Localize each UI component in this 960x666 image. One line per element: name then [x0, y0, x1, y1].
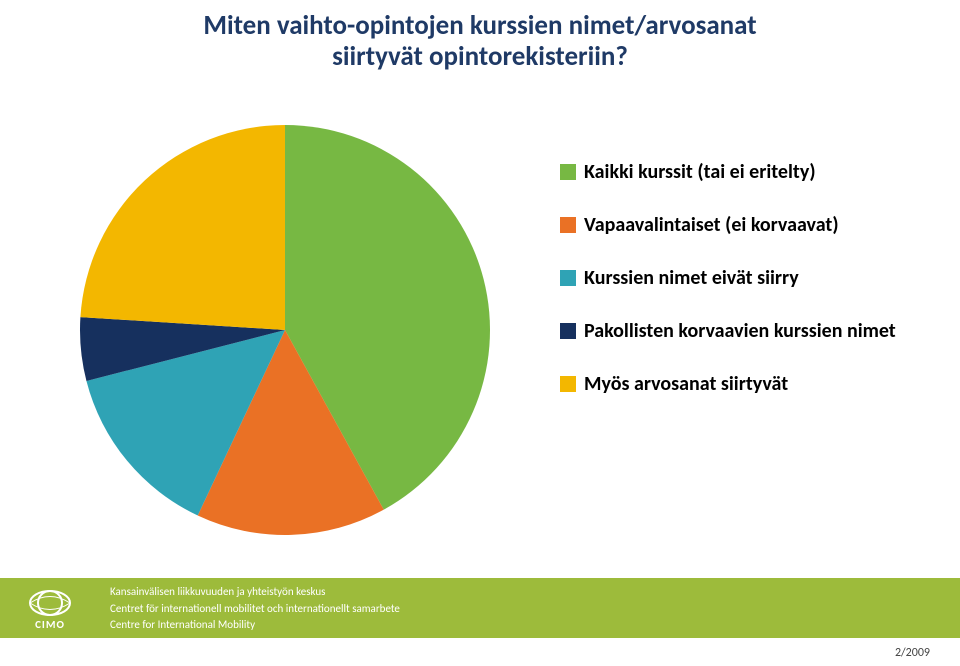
legend-marker: [560, 270, 576, 286]
legend-marker: [560, 323, 576, 339]
legend-label: Vapaavalintaiset (ei korvaavat): [584, 213, 839, 238]
date-label: 2/2009: [895, 646, 930, 660]
legend-marker: [560, 217, 576, 233]
title-line-2: siirtyvät opintorekisteriin?: [0, 41, 960, 72]
cimo-logo-icon: [28, 588, 72, 618]
pie-slice: [80, 125, 285, 330]
legend-marker: [560, 164, 576, 180]
legend-marker: [560, 376, 576, 392]
legend-label: Myös arvosanat siirtyvät: [584, 372, 788, 397]
footer-line-2: Centret för internationell mobilitet och…: [110, 601, 400, 618]
legend-item: Kurssien nimet eivät siirry: [560, 266, 920, 291]
slide-title: Miten vaihto-opintojen kurssien nimet/ar…: [0, 10, 960, 72]
cimo-logo-text: CIMO: [35, 618, 65, 631]
title-line-1: Miten vaihto-opintojen kurssien nimet/ar…: [0, 10, 960, 41]
cimo-logo: CIMO: [28, 588, 72, 631]
footer-line-3: Centre for International Mobility: [110, 617, 400, 634]
legend-label: Kaikki kurssit (tai ei eritelty): [584, 160, 816, 185]
footer-text: Kansainvälisen liikkuvuuden ja yhteistyö…: [110, 584, 400, 634]
footer-line-1: Kansainvälisen liikkuvuuden ja yhteistyö…: [110, 584, 400, 601]
pie-chart: [70, 115, 500, 545]
legend-item: Pakollisten korvaavien kurssien nimet: [560, 319, 920, 344]
legend-item: Myös arvosanat siirtyvät: [560, 372, 920, 397]
footer: CIMO Kansainvälisen liikkuvuuden ja yhte…: [0, 578, 960, 638]
legend-label: Kurssien nimet eivät siirry: [584, 266, 799, 291]
slide: Miten vaihto-opintojen kurssien nimet/ar…: [0, 0, 960, 666]
legend-item: Kaikki kurssit (tai ei eritelty): [560, 160, 920, 185]
legend-label: Pakollisten korvaavien kurssien nimet: [584, 319, 896, 344]
pie-svg: [70, 115, 500, 545]
legend-item: Vapaavalintaiset (ei korvaavat): [560, 213, 920, 238]
legend: Kaikki kurssit (tai ei eritelty) Vapaaval…: [560, 160, 920, 425]
